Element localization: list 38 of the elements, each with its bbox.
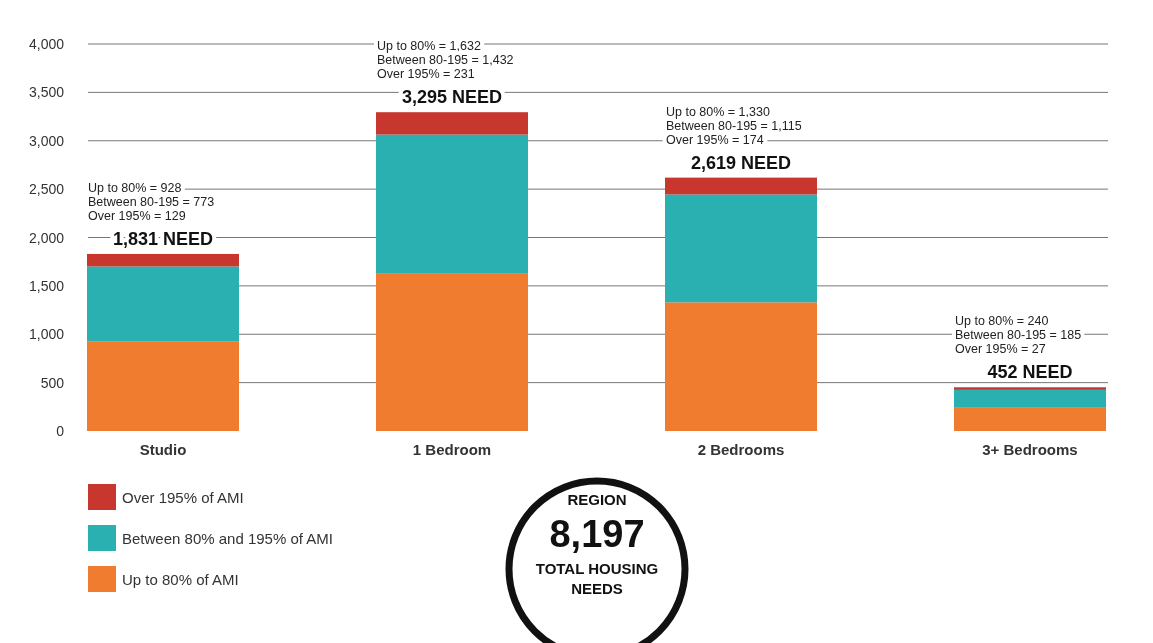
total-label: 452 NEED — [987, 362, 1073, 383]
y-tick-label: 2,000 — [28, 229, 65, 246]
bar — [87, 266, 239, 342]
text: 8,197 — [549, 513, 645, 555]
y-tick-label: 3,000 — [28, 132, 65, 149]
bar — [954, 407, 1106, 431]
y-tick-label: 0 — [56, 423, 65, 439]
legend-label: Over 195% of AMI — [122, 489, 244, 506]
bar — [665, 177, 817, 195]
bar — [87, 253, 239, 267]
total-label: 2,619 NEED — [690, 152, 792, 173]
text: TOTAL HOUSING NEEDS — [535, 560, 659, 597]
annotation: Up to 80% = 1,632 Between 80-195 = 1,432 Over 195% = 231 — [377, 39, 514, 82]
bar — [954, 389, 1106, 408]
text: REGION — [567, 491, 627, 508]
x-tick-label: 1 Bedroom — [412, 441, 492, 458]
y-tick-label: 3,500 — [28, 84, 65, 101]
y-tick-label: 4,000 — [28, 36, 65, 52]
bar — [376, 112, 528, 135]
annotation: Up to 80% = 240 Between 80-195 = 185 Over 195% = 27 — [955, 314, 1082, 357]
bar — [665, 302, 817, 431]
x-tick-label: 3+ Bedrooms — [982, 441, 1078, 458]
x-tick-label: Studio — [139, 441, 187, 458]
y-tick-label: 2,500 — [28, 181, 65, 198]
y-tick-label: 1,000 — [28, 326, 65, 343]
bar — [665, 194, 817, 303]
annotation: Up to 80% = 1,330 Between 80-195 = 1,115 Over 195% = 174 — [666, 104, 802, 147]
x-tick-label: 2 Bedrooms — [697, 441, 785, 458]
total-label: 3,295 NEED — [401, 87, 503, 108]
annotation: Up to 80% = 928 Between 80-195 = 773 Over 195% = 129 — [88, 180, 215, 223]
y-tick-label: 500 — [40, 374, 65, 391]
y-tick-label: 1,500 — [28, 277, 65, 294]
bar — [376, 134, 528, 274]
legend-label: Between 80% and 195% of AMI — [122, 530, 333, 547]
bar — [954, 387, 1106, 390]
legend-label: Up to 80% of AMI — [122, 571, 239, 588]
bar — [87, 341, 239, 431]
bar — [376, 273, 528, 431]
